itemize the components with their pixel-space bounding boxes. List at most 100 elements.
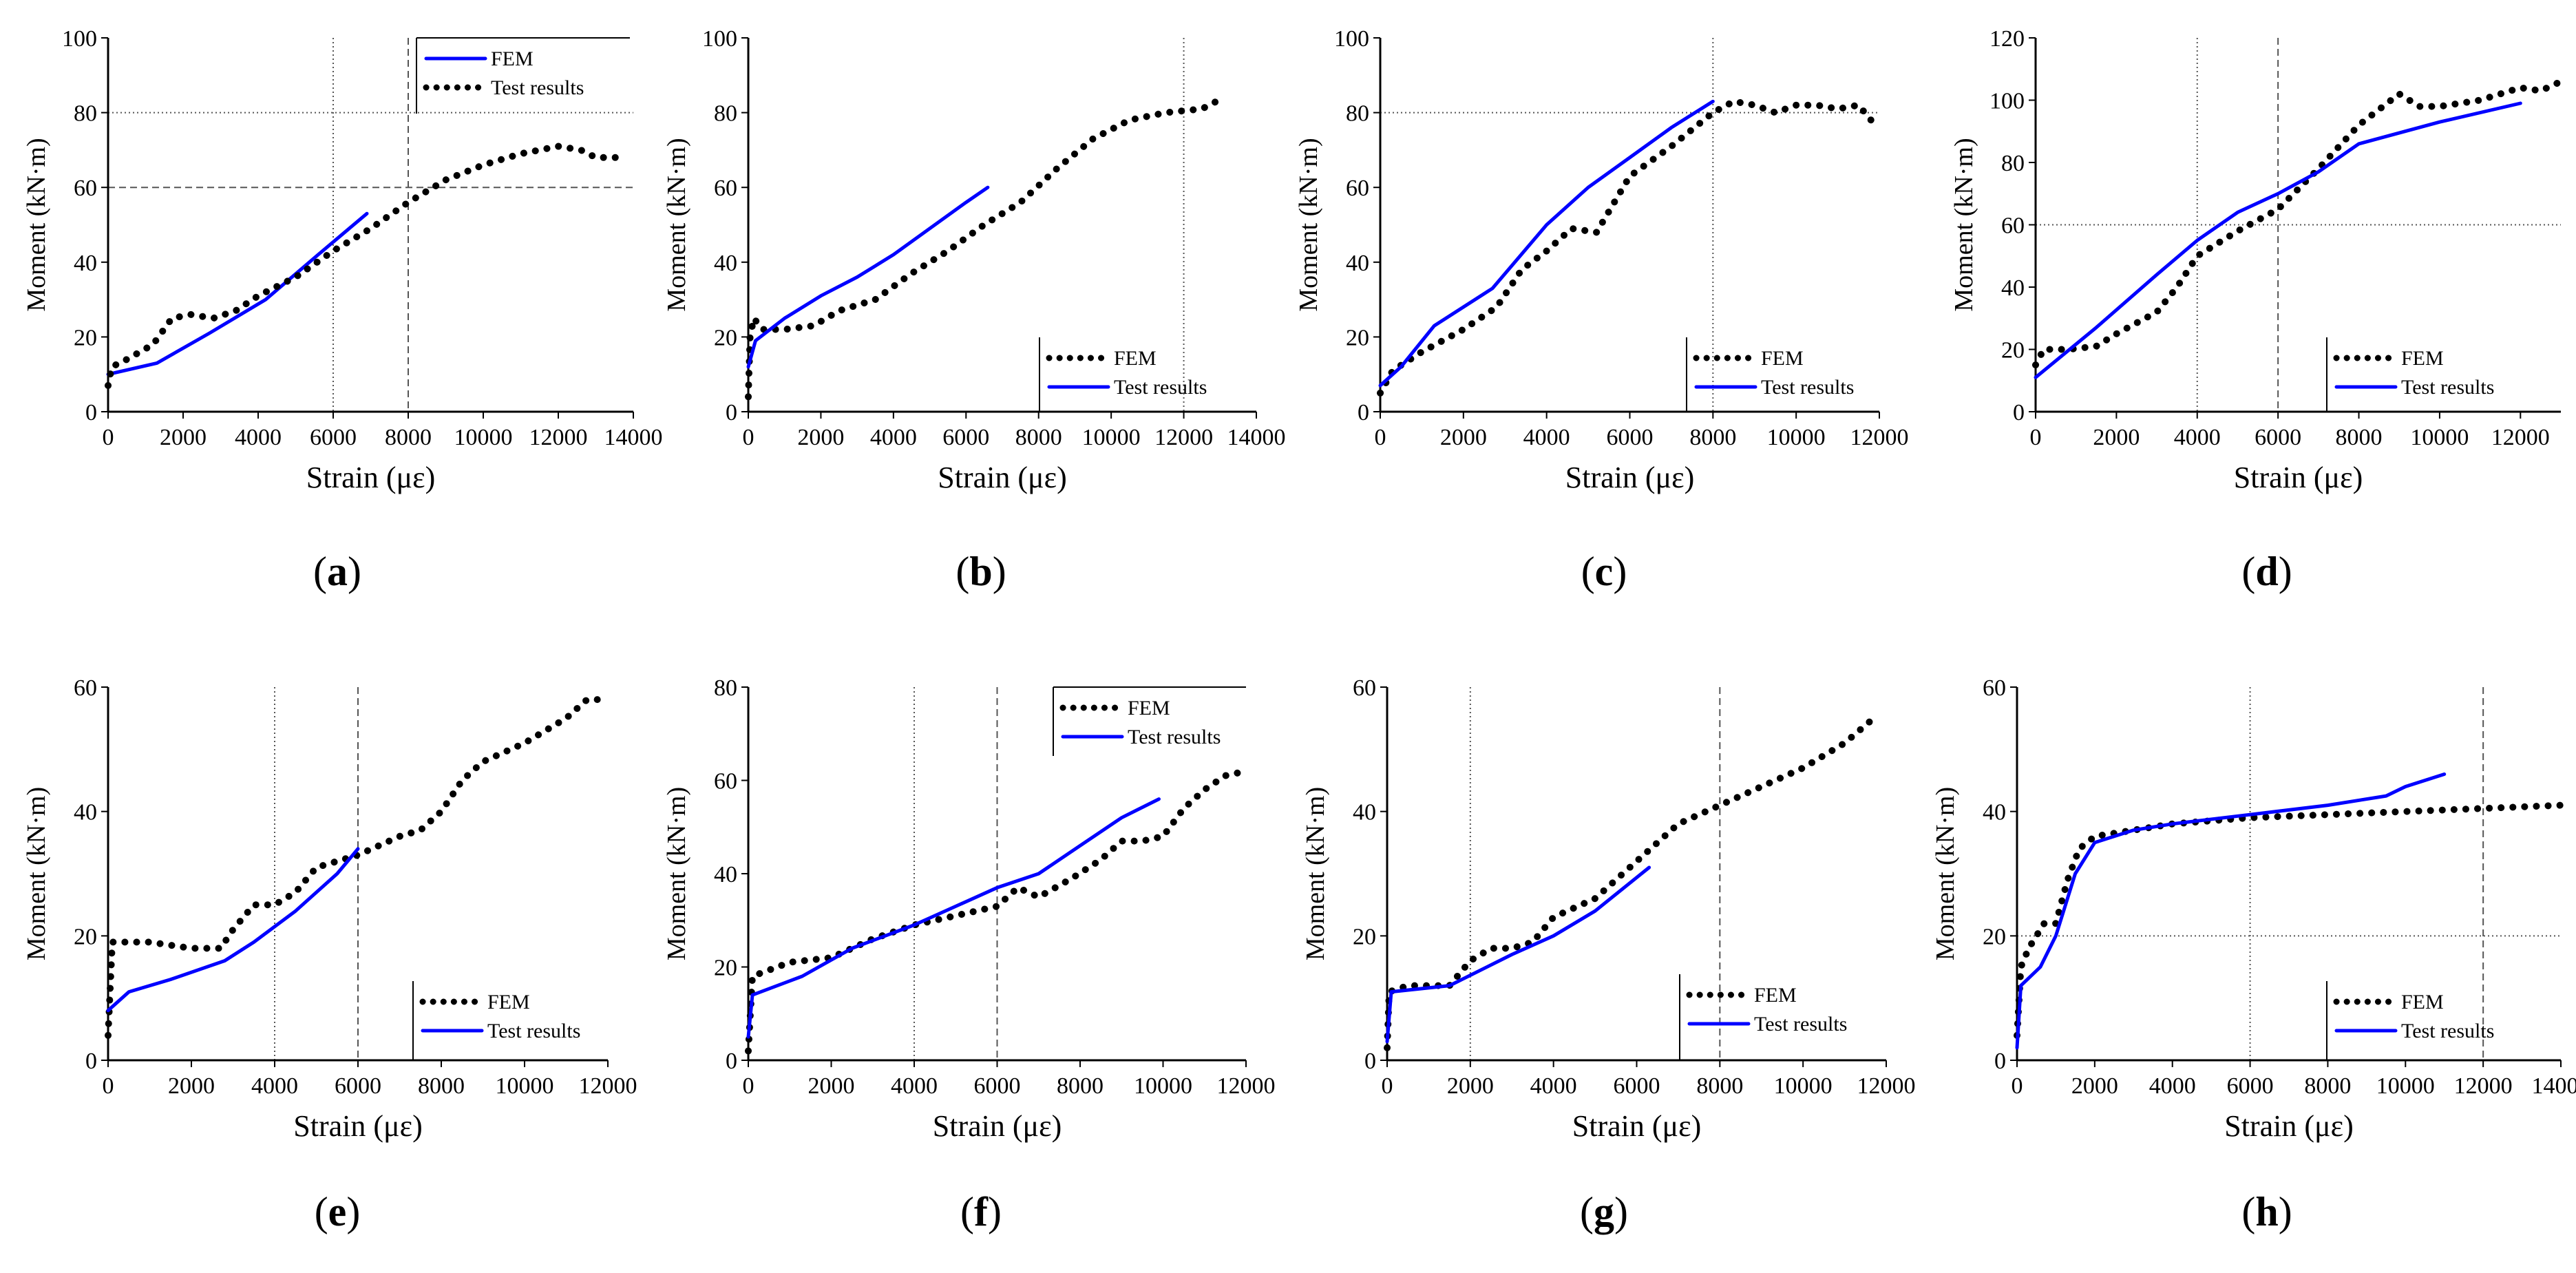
- y-tick-label: 60: [74, 176, 97, 201]
- chart-panel-d: 0 2000 4000 6000 8000 10000 12000 0 20 40 60 80 100 1…: [1950, 26, 2564, 594]
- x-tick-label: 8000: [1696, 1073, 1743, 1099]
- x-tick-label: 4000: [1523, 425, 1570, 450]
- y-tick-label: 40: [74, 251, 97, 276]
- x-tick-label: 0: [103, 425, 114, 450]
- x-tick-label: 14000: [1227, 425, 1286, 450]
- y-tick-label: 60: [1983, 675, 2006, 701]
- y-tick-label: 40: [2001, 275, 2025, 301]
- x-tick-label: 0: [1375, 425, 1386, 450]
- x-tick-label: 10000: [1082, 425, 1141, 450]
- series-line-dotted: [745, 768, 1249, 1055]
- x-tick-label: 10000: [2410, 425, 2469, 450]
- x-tick-label: 12000: [1154, 425, 1213, 450]
- chart-panel-b: 0 2000 4000 6000 8000 10000 12000 14000 0 20 40 60 8…: [662, 26, 1286, 594]
- panel-label: (a): [313, 549, 361, 594]
- panel-label: (f): [960, 1189, 1002, 1234]
- y-tick-label: 20: [1983, 924, 2006, 949]
- y-tick-label: 40: [714, 251, 737, 276]
- y-tick-label: 20: [74, 325, 97, 350]
- y-axis-label: Moment (kN·m): [1950, 138, 1978, 311]
- x-tick-label: 2000: [168, 1073, 215, 1099]
- series-line-solid: [106, 211, 369, 377]
- legend-label: Test results: [1114, 376, 1207, 399]
- x-tick-label: 8000: [1015, 425, 1062, 450]
- series-line-solid: [106, 847, 360, 1013]
- y-tick-label: 100: [62, 26, 97, 52]
- legend-label: Test results: [2401, 376, 2494, 399]
- x-tick-label: 10000: [496, 1073, 554, 1099]
- y-tick-label: 40: [1983, 800, 2006, 825]
- y-axis-label: Moment (kN·m): [662, 138, 691, 311]
- x-tick-label: 4000: [891, 1073, 938, 1099]
- x-tick-label: 0: [2030, 425, 2042, 450]
- x-tick-label: 14000: [2532, 1073, 2576, 1099]
- y-axis-label: Moment (kN·m): [1301, 787, 1330, 960]
- y-tick-label: 60: [1353, 675, 1376, 701]
- x-axis-label: Strain (με): [293, 1109, 422, 1143]
- x-axis-label: Strain (με): [938, 461, 1066, 494]
- legend-label: FEM: [2401, 347, 2444, 370]
- x-tick-label: 4000: [2149, 1073, 2196, 1099]
- y-tick-label: 40: [714, 862, 737, 887]
- x-tick-label: 6000: [310, 425, 357, 450]
- x-tick-label: 10000: [1134, 1073, 1192, 1099]
- series-line-solid: [1385, 865, 1651, 1044]
- y-tick-label: 0: [726, 400, 737, 425]
- x-tick-label: 0: [1382, 1073, 1393, 1099]
- series-line-solid: [2015, 772, 2447, 1050]
- panel-label: (c): [1581, 549, 1627, 594]
- x-tick-label: 4000: [870, 425, 917, 450]
- panel-label: (e): [315, 1189, 361, 1234]
- y-tick-label: 80: [74, 101, 97, 127]
- chart-panel-a: 0 2000 4000 6000 8000 10000 12000 14000 0 20 40 60 8…: [22, 26, 663, 594]
- x-tick-label: 6000: [974, 1073, 1021, 1099]
- y-tick-label: 0: [726, 1049, 737, 1074]
- y-axis-label: Moment (kN·m): [22, 787, 51, 960]
- legend-label: FEM: [1114, 347, 1157, 370]
- x-tick-label: 2000: [1440, 425, 1487, 450]
- y-tick-label: 20: [74, 924, 97, 949]
- x-tick-label: 2000: [1447, 1073, 1494, 1099]
- x-tick-label: 2000: [797, 425, 844, 450]
- y-tick-label: 0: [85, 1049, 97, 1074]
- series-line-solid: [746, 185, 990, 369]
- panel-label: (b): [956, 549, 1006, 594]
- y-tick-label: 80: [2001, 151, 2025, 176]
- y-tick-label: 80: [714, 675, 737, 701]
- y-tick-label: 60: [1346, 176, 1369, 201]
- y-axis-label: Moment (kN·m): [1294, 138, 1323, 311]
- x-tick-label: 2000: [2093, 425, 2140, 450]
- x-tick-label: 0: [103, 1073, 114, 1099]
- legend-label: FEM: [487, 991, 530, 1013]
- y-tick-label: 60: [2001, 213, 2025, 239]
- y-tick-label: 20: [714, 325, 737, 350]
- legend-label: Test results: [1754, 1013, 1847, 1035]
- series-line-dotted: [1377, 98, 1875, 397]
- legend-label: FEM: [1128, 697, 1170, 719]
- x-tick-label: 2000: [808, 1073, 855, 1099]
- y-tick-label: 40: [1353, 800, 1376, 825]
- legend-label: FEM: [2401, 991, 2444, 1013]
- x-tick-label: 8000: [1689, 425, 1736, 450]
- x-tick-label: 12000: [2491, 425, 2550, 450]
- x-tick-label: 6000: [1607, 425, 1654, 450]
- x-tick-label: 8000: [385, 425, 432, 450]
- y-tick-label: 100: [702, 26, 737, 52]
- y-tick-label: 60: [714, 176, 737, 201]
- y-tick-label: 60: [74, 675, 97, 701]
- x-tick-label: 2000: [160, 425, 207, 450]
- x-tick-label: 2000: [2071, 1073, 2118, 1099]
- x-tick-label: 10000: [1774, 1073, 1833, 1099]
- legend-label: Test results: [491, 76, 584, 99]
- y-axis-label: Moment (kN·m): [662, 787, 691, 960]
- x-tick-label: 6000: [1614, 1073, 1660, 1099]
- legend-label: FEM: [491, 48, 534, 70]
- x-tick-label: 12000: [2454, 1073, 2513, 1099]
- y-tick-label: 40: [1346, 251, 1369, 276]
- panel-label: (d): [2241, 549, 2292, 594]
- x-axis-label: Strain (με): [933, 1109, 1062, 1143]
- x-axis-label: Strain (με): [2224, 1109, 2353, 1143]
- x-tick-label: 4000: [251, 1073, 298, 1099]
- y-tick-label: 0: [1358, 400, 1369, 425]
